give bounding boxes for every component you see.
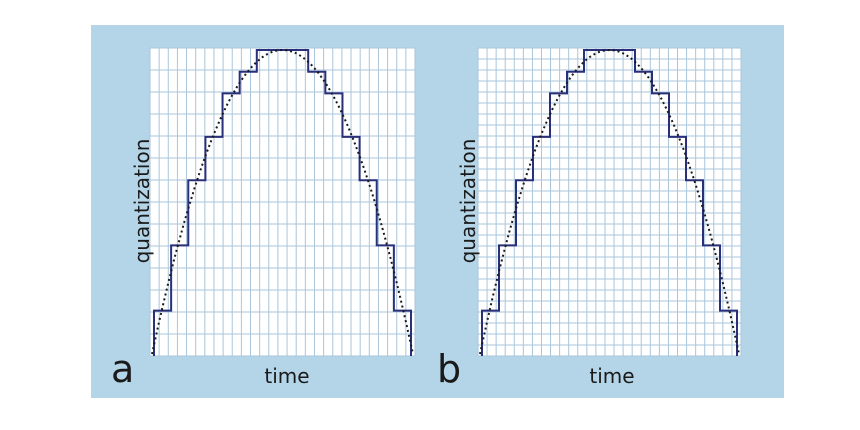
grid <box>477 47 742 357</box>
panel-b-ylabel: quantization <box>456 138 480 264</box>
analog-curve <box>479 48 740 355</box>
panel-a-letter: a <box>111 347 135 391</box>
panel-b-xlabel: time <box>589 364 635 388</box>
panel-a-plot <box>149 47 416 357</box>
panel-b-letter: b <box>437 347 462 391</box>
analog-curve <box>151 48 414 355</box>
panel-b-plot <box>477 47 742 357</box>
panel-a-xlabel: time <box>264 364 310 388</box>
panel-a-ylabel: quantization <box>130 138 154 264</box>
quantized-staircase <box>153 49 412 356</box>
grid <box>149 47 416 357</box>
